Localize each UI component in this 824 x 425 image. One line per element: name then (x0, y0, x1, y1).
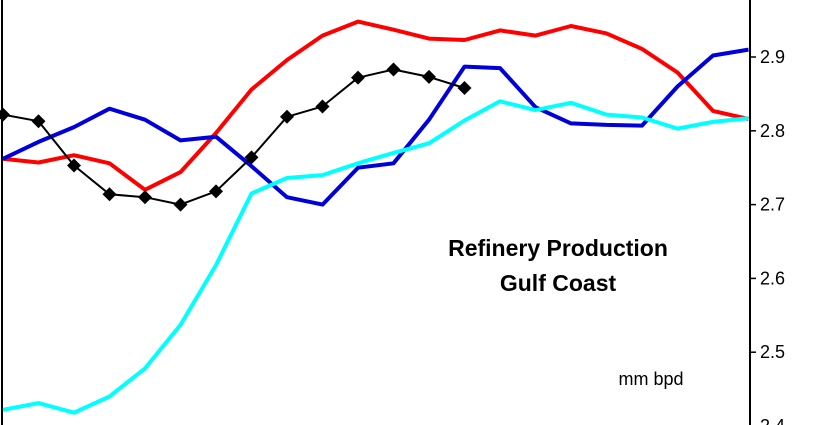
series-layer (0, 19, 749, 415)
y-tick-label: 2.6 (760, 268, 785, 288)
y-tick-label: 2.5 (760, 342, 785, 362)
data-point-marker (138, 190, 152, 205)
data-point-marker (67, 158, 81, 173)
data-point-marker (457, 80, 472, 95)
chart-title-line-2: Gulf Coast (500, 270, 617, 296)
data-point-marker (422, 69, 436, 84)
data-point-marker (244, 150, 259, 165)
y-tick-label: 2.4 (760, 416, 785, 425)
series-line-1 (2, 47, 749, 207)
data-point-marker (31, 114, 46, 129)
y-tick-label: 2.7 (760, 195, 785, 215)
series-line-0 (2, 19, 749, 192)
data-point-marker (280, 109, 294, 124)
data-point-marker (209, 184, 223, 199)
data-point-marker (386, 62, 401, 77)
series-line-2 (2, 99, 749, 415)
series-line-3 (2, 68, 465, 206)
y-tick-label: 2.9 (760, 47, 785, 67)
data-point-marker (351, 70, 365, 85)
y-tick-label: 2.8 (760, 121, 785, 141)
data-point-marker (315, 99, 330, 114)
data-point-marker (173, 197, 188, 212)
chart-title-line-1: Refinery Production (448, 235, 668, 261)
data-point-marker (0, 107, 10, 122)
y-axis-ticks: 2.4 2.5 2.6 2.7 2.8 2.9 (750, 47, 785, 425)
units-label: mm bpd (618, 369, 683, 389)
data-point-marker (102, 187, 117, 202)
